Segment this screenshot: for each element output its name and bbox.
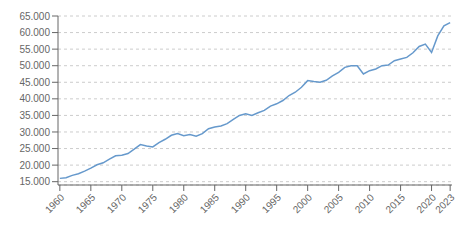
svg-text:1975: 1975 [136,191,160,215]
svg-text:2023: 2023 [433,191,457,215]
svg-text:1995: 1995 [260,191,284,215]
svg-text:2015: 2015 [384,191,408,215]
svg-text:1990: 1990 [229,191,253,215]
svg-text:35.000: 35.000 [19,110,50,121]
svg-text:45.000: 45.000 [19,77,50,88]
svg-text:30.000: 30.000 [19,127,50,138]
svg-text:40.000: 40.000 [19,93,50,104]
svg-text:1970: 1970 [105,191,129,215]
svg-text:60.000: 60.000 [19,27,50,38]
svg-text:1985: 1985 [198,191,222,215]
svg-text:20.000: 20.000 [19,160,50,171]
svg-text:50.000: 50.000 [19,60,50,71]
svg-text:2000: 2000 [291,191,315,215]
svg-text:25.000: 25.000 [19,143,50,154]
svg-text:1960: 1960 [43,191,67,215]
svg-text:2020: 2020 [414,191,438,215]
svg-text:55.000: 55.000 [19,44,50,55]
svg-text:15.000: 15.000 [19,176,50,187]
svg-text:65.000: 65.000 [19,11,50,22]
svg-text:1980: 1980 [167,191,191,215]
svg-text:1965: 1965 [74,191,98,215]
svg-text:2005: 2005 [322,191,346,215]
svg-text:2010: 2010 [353,191,377,215]
